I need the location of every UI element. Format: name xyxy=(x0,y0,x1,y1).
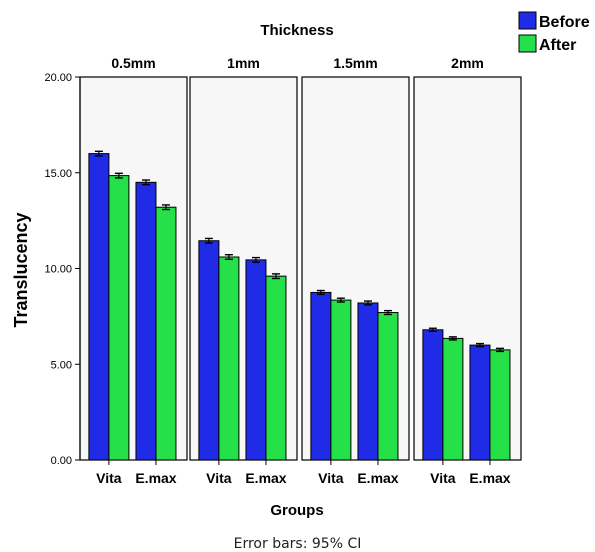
bar-after-1mm-Vita xyxy=(218,256,240,461)
y-axis-title: Translucency xyxy=(11,212,31,327)
y-tick-label: 10.00 xyxy=(44,264,72,276)
legend-label-after: After xyxy=(539,37,576,54)
x-tick-label: E.max xyxy=(135,470,176,486)
bar-after-1.5mm-E.max xyxy=(377,312,399,461)
bar-before-1.5mm-Vita xyxy=(310,291,332,461)
bar-after-2mm-E.max xyxy=(489,349,511,461)
bar-after-2mm-Vita xyxy=(442,337,464,461)
panel-label: 0.5mm xyxy=(111,55,155,71)
legend-swatch-after xyxy=(518,34,537,53)
x-tick-label: E.max xyxy=(245,470,286,486)
bar-before-1mm-E.max xyxy=(245,259,267,461)
x-tick-label: Vita xyxy=(318,470,344,486)
bar-before-0.5mm-E.max xyxy=(135,181,157,461)
bar-before-1.5mm-E.max xyxy=(357,302,379,461)
bar-before-2mm-Vita xyxy=(422,329,444,461)
panel-title: Thickness xyxy=(260,22,333,39)
y-tick-label: 0.00 xyxy=(51,455,72,467)
panel-label: 2mm xyxy=(451,55,484,71)
bar-before-2mm-E.max xyxy=(469,344,491,461)
bar-after-0.5mm-E.max xyxy=(155,206,177,461)
x-tick-label: Vita xyxy=(206,470,232,486)
panel-label: 1.5mm xyxy=(333,55,377,71)
error-bar-note: Error bars: 95% CI xyxy=(233,536,362,552)
x-tick-label: E.max xyxy=(469,470,510,486)
y-tick-label: 15.00 xyxy=(44,168,72,180)
bar-before-1mm-Vita xyxy=(198,240,220,461)
bar-after-1mm-E.max xyxy=(265,275,287,461)
bar-after-0.5mm-Vita xyxy=(108,175,130,461)
bar-after-1.5mm-Vita xyxy=(330,299,352,461)
panel-label: 1mm xyxy=(227,55,260,71)
x-tick-label: E.max xyxy=(357,470,398,486)
x-axis-title: Groups xyxy=(270,502,323,519)
x-tick-label: Vita xyxy=(430,470,456,486)
y-tick-label: 20.00 xyxy=(44,72,72,84)
legend-label-before: Before xyxy=(539,14,590,31)
legend-swatch-before xyxy=(518,11,537,30)
y-tick-label: 5.00 xyxy=(51,359,72,371)
bar-before-0.5mm-Vita xyxy=(88,153,110,461)
x-tick-label: Vita xyxy=(96,470,122,486)
